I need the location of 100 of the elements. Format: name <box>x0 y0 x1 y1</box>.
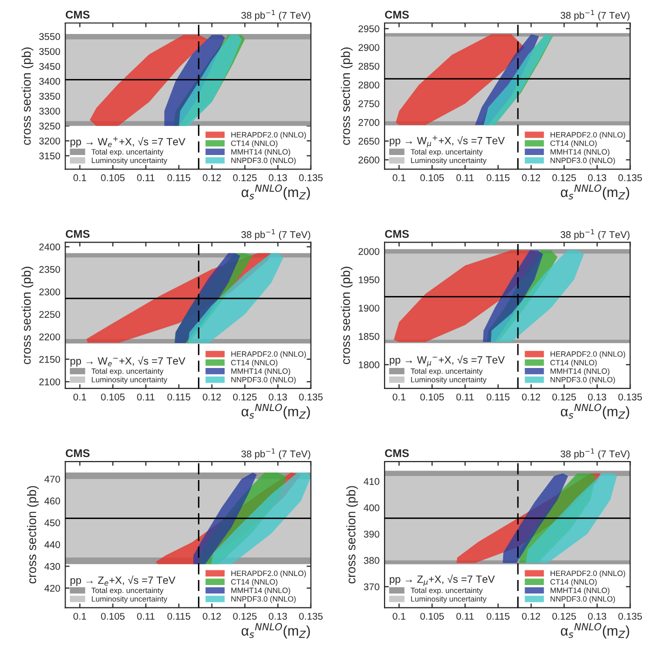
y-tick-label: 2150 <box>39 356 60 363</box>
x-tick-label: 0.125 <box>552 612 576 620</box>
y-tick-label: 3150 <box>39 152 60 160</box>
y-axis-title: cross section (pb) <box>22 266 34 364</box>
text: CMS <box>385 230 409 238</box>
y-tick-label: 2200 <box>39 333 60 340</box>
x-tick-label: 0.115 <box>486 394 510 400</box>
x-tick-label: 0.13 <box>588 612 606 620</box>
x-tick-label: 0.135 <box>618 612 642 620</box>
y-axis-title: cross section (pb) <box>340 48 353 145</box>
y-tick-label: 390 <box>364 530 380 538</box>
y-axis-title: cross section (pb) <box>346 486 358 584</box>
x-tick-label: 0.13 <box>588 174 606 182</box>
y-tick-label: 2850 <box>358 62 380 70</box>
x-tick-label: 0.125 <box>552 394 576 400</box>
x-tick-label: 0.105 <box>101 394 125 400</box>
x-tick-label: 0.12 <box>202 612 221 620</box>
y-tick-label: 370 <box>364 583 380 590</box>
y-tick-label: 2750 <box>358 100 380 108</box>
x-tick-label: 0.105 <box>101 612 125 620</box>
x-tick-label: 0.125 <box>233 174 257 182</box>
x-tick-label: 0.105 <box>420 612 444 620</box>
x-tick-label: 0.1 <box>73 174 86 182</box>
x-tick-label: 0.13 <box>268 174 287 182</box>
x-tick-label: 0.105 <box>420 174 444 182</box>
text: CMS <box>66 449 90 458</box>
x-tick-label: 0.13 <box>268 394 287 400</box>
x-axis-title: α$_{s}$$^{NNLO}$(m$_{Z}$) <box>560 184 630 200</box>
x-tick-label: 0.135 <box>299 612 323 620</box>
y-tick-label: 2900 <box>358 44 380 51</box>
y-axis-title: cross section (pb) <box>27 486 39 584</box>
y-tick-label: 3400 <box>39 78 60 85</box>
text: 38 pb$^{−1}$ (7 TeV) <box>241 229 310 240</box>
y-tick-label: 450 <box>44 519 60 526</box>
text: 38 pb$^{−1}$ (7 TeV) <box>241 448 310 460</box>
x-tick-label: 0.125 <box>233 612 257 620</box>
x-tick-label: 0.12 <box>202 174 221 182</box>
x-tick-label: 0.1 <box>392 612 406 620</box>
x-axis-title: α$_{s}$$^{NNLO}$(m$_{Z}$) <box>242 404 310 420</box>
text: CMS <box>385 10 409 19</box>
y-tick-label: 3450 <box>39 62 60 70</box>
x-tick-label: 0.125 <box>552 174 576 182</box>
y-tick-label: 1800 <box>358 361 380 368</box>
y-tick-label: 2650 <box>358 138 380 145</box>
legend-title: pp → Z$_{e}$+X, √s =7 TeV <box>70 576 176 586</box>
y-tick-label: 2950 <box>358 25 380 32</box>
x-tick-label: 0.115 <box>167 612 190 620</box>
x-axis-title: α$_{s}$$^{NNLO}$(m$_{Z}$) <box>560 623 630 638</box>
x-tick-label: 0.12 <box>522 174 540 182</box>
y-tick-label: 2700 <box>358 119 380 126</box>
y-tick-label: 3200 <box>39 138 60 144</box>
x-tick-label: 0.1 <box>73 394 86 400</box>
y-tick-label: 420 <box>44 584 60 592</box>
legend-title: pp → W$_{μ}$$^{+}$+X, √s =7 TeV <box>390 136 505 148</box>
y-tick-label: 3500 <box>39 48 60 55</box>
y-tick-label: 1950 <box>358 276 380 284</box>
y-tick-label: 460 <box>44 498 60 504</box>
text: 38 pb$^{−1}$ (7 TeV) <box>560 10 630 21</box>
y-tick-label: 1900 <box>358 304 380 312</box>
x-tick-label: 0.105 <box>420 394 444 400</box>
x-tick-label: 0.12 <box>522 612 540 620</box>
x-tick-label: 0.12 <box>202 394 221 400</box>
y-tick-label: 470 <box>44 476 60 483</box>
y-tick-label: 2350 <box>39 266 60 273</box>
x-tick-label: 0.11 <box>456 612 474 620</box>
y-tick-label: 400 <box>364 504 380 512</box>
legend-title: pp → Z$_{μ}$+X, √s =7 TeV <box>390 574 495 586</box>
x-tick-label: 0.125 <box>233 394 257 400</box>
x-tick-label: 0.11 <box>456 394 474 400</box>
x-tick-label: 0.12 <box>522 394 540 400</box>
x-tick-label: 0.135 <box>299 174 323 182</box>
x-tick-label: 0.1 <box>392 394 406 400</box>
y-tick-label: 2100 <box>39 378 60 386</box>
y-tick-label: 1850 <box>358 333 380 340</box>
x-tick-label: 0.11 <box>456 174 474 182</box>
y-tick-label: 2300 <box>39 288 60 296</box>
text: CMS <box>66 10 90 19</box>
x-axis-title: α$_{s}$$^{NNLO}$(m$_{Z}$) <box>560 404 630 420</box>
x-tick-label: 0.13 <box>588 394 606 400</box>
y-tick-label: 3250 <box>39 122 60 130</box>
y-tick-label: 3550 <box>39 33 60 40</box>
text: CMS <box>66 230 90 238</box>
y-tick-label: 2000 <box>358 248 380 255</box>
x-tick-label: 0.11 <box>137 174 154 182</box>
y-tick-label: 2800 <box>358 82 380 88</box>
y-tick-label: 2400 <box>39 244 60 250</box>
text: 38 pb$^{−1}$ (7 TeV) <box>560 229 630 240</box>
x-tick-label: 0.1 <box>73 612 86 620</box>
legend-title: pp → W$_{e}$$^{−}$+X, √s =7 TeV <box>70 356 186 367</box>
x-axis-title: α$_{s}$$^{NNLO}$(m$_{Z}$) <box>242 184 310 200</box>
x-tick-label: 0.115 <box>167 394 190 400</box>
y-tick-label: 430 <box>44 563 60 570</box>
x-tick-label: 0.105 <box>101 174 125 182</box>
y-tick-label: 2600 <box>358 156 380 164</box>
y-tick-label: 380 <box>364 557 380 564</box>
y-tick-label: 3350 <box>39 92 60 100</box>
x-tick-label: 0.13 <box>268 612 287 620</box>
y-tick-label: 410 <box>364 478 380 485</box>
x-tick-label: 0.11 <box>137 394 154 400</box>
legend-title: pp → W$_{μ}$$^{−}$+X, √s =7 TeV <box>390 355 505 367</box>
